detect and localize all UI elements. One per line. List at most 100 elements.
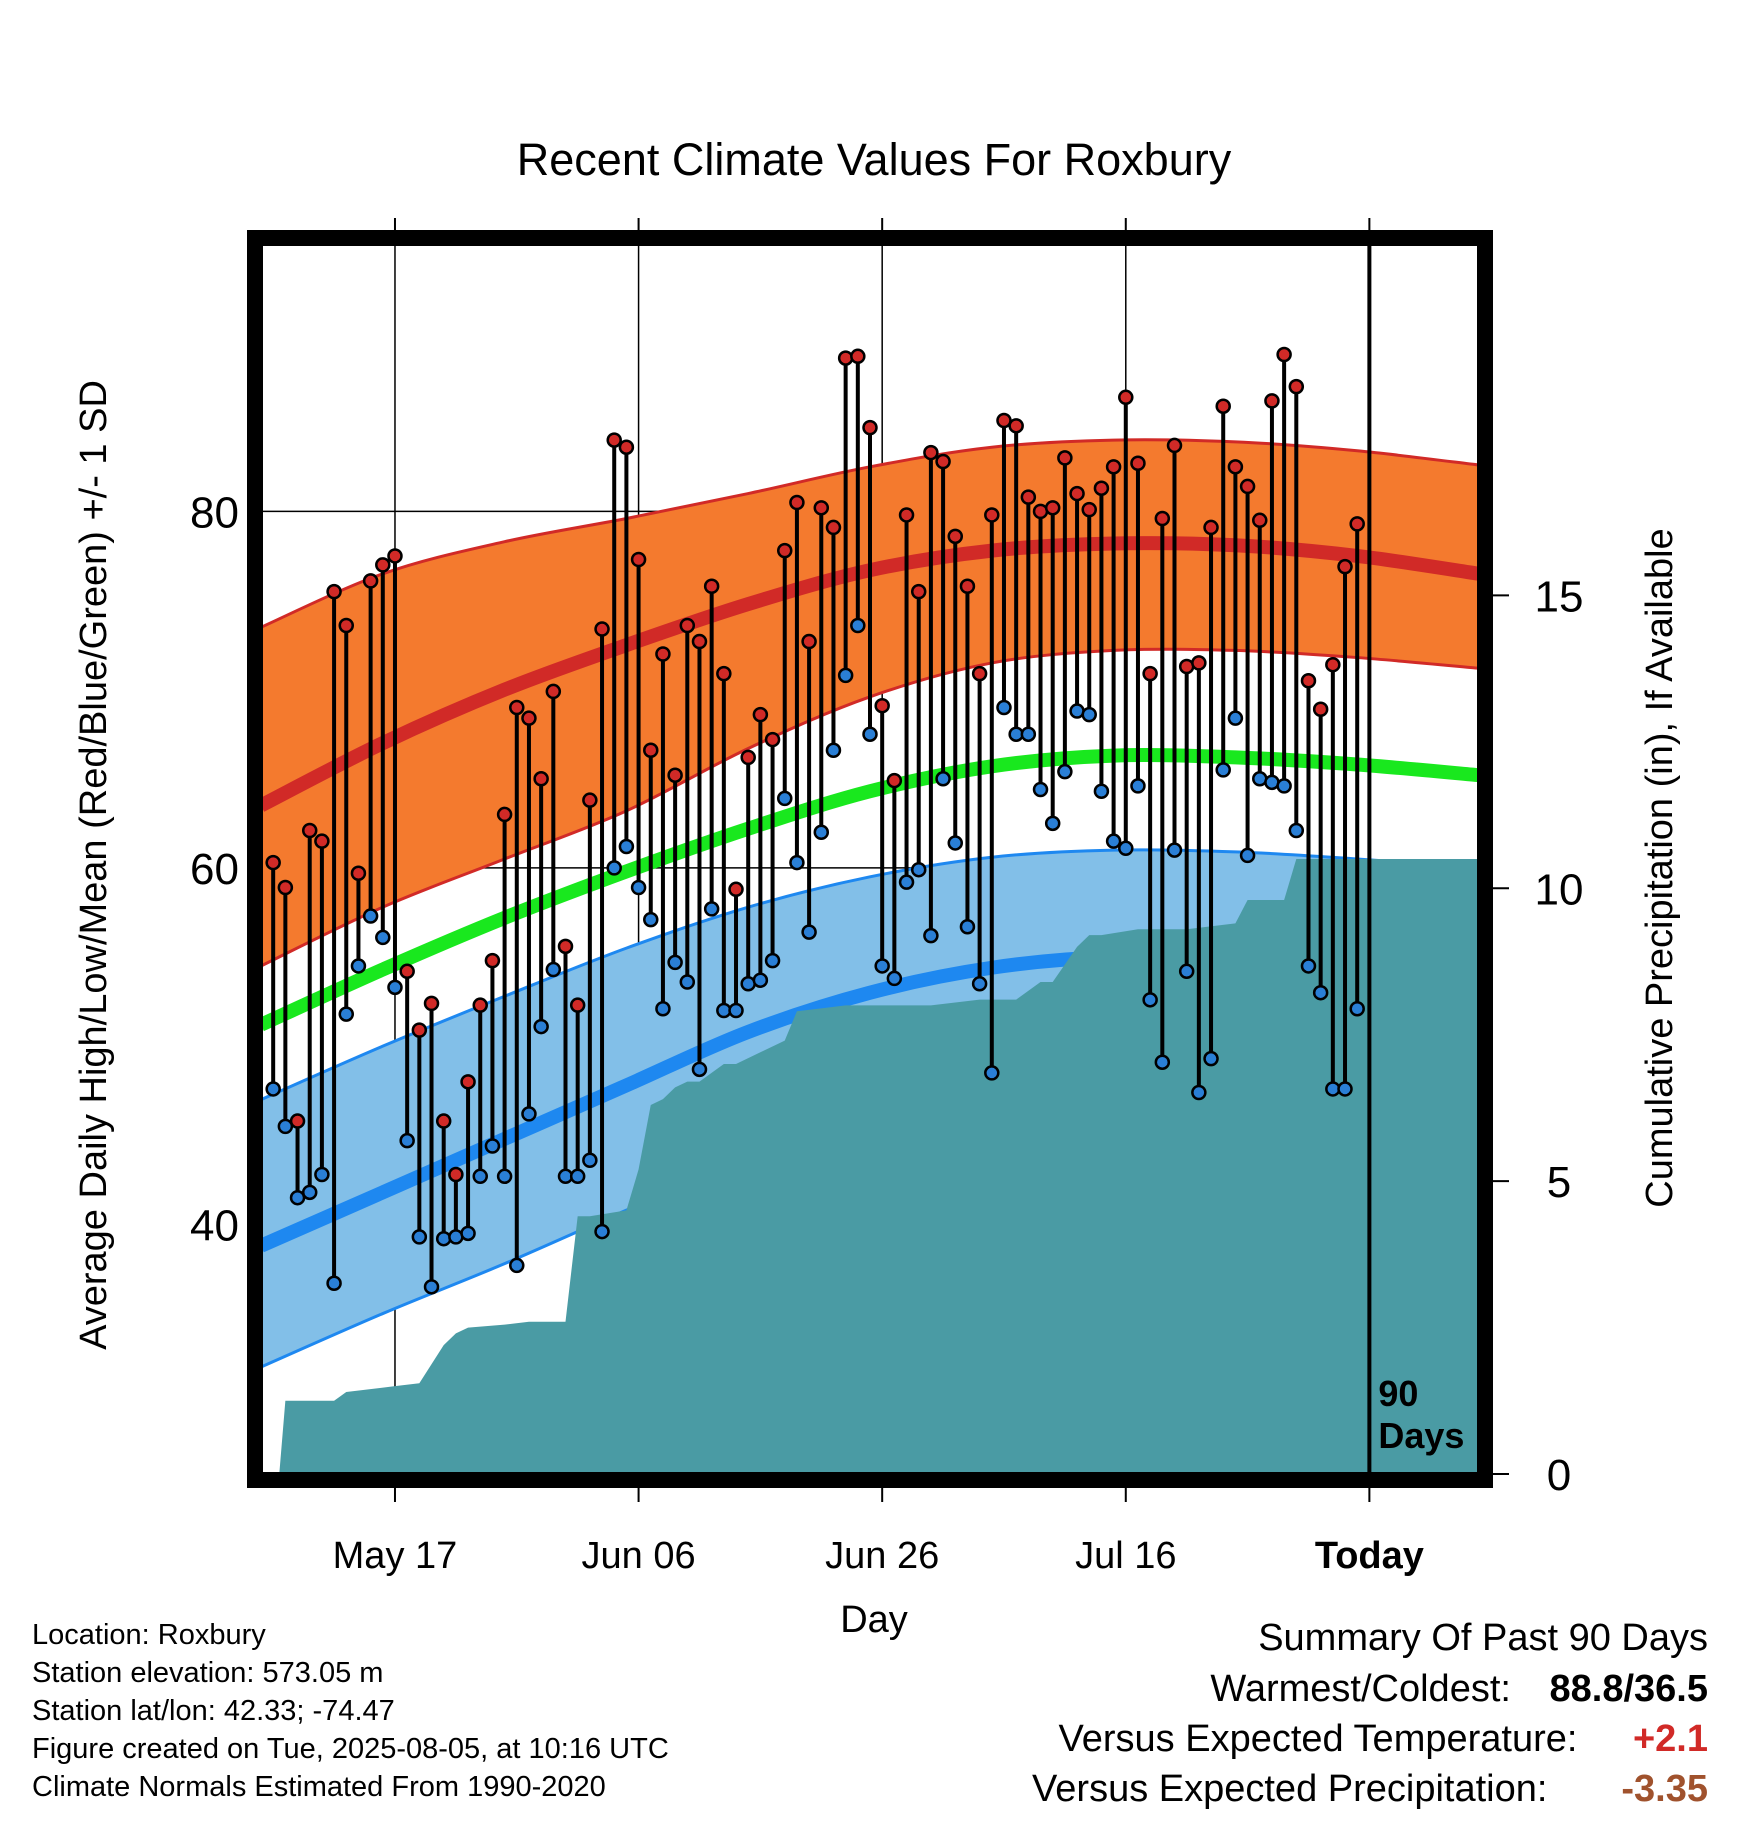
daily-low-point <box>1154 1054 1171 1070</box>
precip-anomaly-value: -3.35 <box>1621 1768 1708 1810</box>
daily-low-point <box>399 1132 415 1149</box>
daily-low-point <box>850 617 866 634</box>
daily-high-point <box>606 432 622 448</box>
daily-low-point <box>886 970 903 987</box>
daily-high-point <box>923 444 939 461</box>
daily-high-point <box>1215 398 1231 414</box>
daily-low-point <box>1057 763 1073 780</box>
precip-anomaly-label: Versus Expected Precipitation: <box>1032 1768 1548 1810</box>
daily-high-point <box>1337 558 1353 575</box>
summary-panel: Summary Of Past 90 Days Warmest/Coldest:… <box>1032 1612 1708 1814</box>
y2-tick-label: 0 <box>1547 1451 1571 1500</box>
daily-low-point <box>411 1229 428 1245</box>
daily-low-point <box>959 918 976 935</box>
daily-high-point <box>959 578 976 595</box>
daily-low-point <box>923 927 939 944</box>
x-tick-label: Jun 06 <box>582 1535 696 1577</box>
daily-low-point <box>667 954 683 971</box>
normals-text: Climate Normals Estimated From 1990-2020 <box>32 1771 606 1803</box>
daily-low-point <box>521 1106 537 1122</box>
daily-low-point <box>1178 963 1195 980</box>
daily-low-point <box>509 1257 525 1274</box>
daily-low-point <box>630 879 647 896</box>
daily-low-point <box>691 1061 708 1078</box>
daily-high-point <box>776 542 793 559</box>
daily-high-point <box>947 528 964 545</box>
daily-high-point <box>265 854 281 871</box>
daily-low-point <box>423 1279 440 1295</box>
daily-low-point <box>1276 778 1292 794</box>
daily-high-point <box>862 419 878 436</box>
daily-low-point <box>1215 762 1231 778</box>
daily-low-point <box>375 929 391 946</box>
created-text: Figure created on Tue, 2025-08-05, at 10… <box>32 1733 669 1765</box>
precip-anomaly-row: Versus Expected Precipitation: -3.35 <box>1032 1764 1708 1814</box>
daily-low-point <box>764 952 781 969</box>
daily-high-point <box>1300 672 1317 689</box>
y2-axis-label: Cumulative Precipitation (in), If Availa… <box>1639 528 1681 1207</box>
daily-high-point <box>935 453 951 470</box>
daily-low-point <box>728 1002 744 1019</box>
daily-low-point <box>655 1000 671 1017</box>
daily-low-point <box>935 771 951 787</box>
daily-low-point <box>1288 822 1305 839</box>
daily-high-point <box>874 697 890 714</box>
daily-high-point <box>886 772 903 789</box>
daily-high-point <box>326 583 342 600</box>
daily-low-point <box>874 958 890 974</box>
temp-anomaly-value: +2.1 <box>1632 1718 1708 1760</box>
daily-low-point <box>813 824 830 841</box>
daily-low-point <box>837 667 854 684</box>
daily-low-point <box>862 726 878 742</box>
daily-high-point <box>375 557 391 573</box>
daily-low-point <box>1105 833 1122 849</box>
daily-high-point <box>411 1022 428 1038</box>
daily-low-point <box>496 1168 513 1185</box>
daily-high-point <box>1227 459 1244 475</box>
daily-low-point <box>898 874 915 890</box>
daily-low-point <box>703 901 720 917</box>
y2-tick-label: 10 <box>1535 865 1584 914</box>
daily-low-point <box>1130 778 1146 794</box>
location-text: Location: Roxbury <box>32 1619 266 1651</box>
daily-low-point <box>484 1138 501 1154</box>
daily-high-point <box>289 1113 306 1129</box>
daily-high-point <box>1008 418 1024 434</box>
daily-high-point <box>667 767 683 783</box>
daily-low-point <box>1020 726 1037 742</box>
daily-high-point <box>1069 485 1085 502</box>
daily-low-point <box>301 1184 318 1201</box>
daily-low-point <box>752 972 769 988</box>
daily-low-point <box>338 1006 355 1022</box>
daily-low-point <box>314 1166 330 1183</box>
today-days-label-unit: Days <box>1378 1415 1464 1456</box>
daily-low-point <box>1093 783 1110 800</box>
latlon-text: Station lat/lon: 42.33; -74.47 <box>32 1695 395 1727</box>
daily-low-point <box>435 1230 452 1247</box>
daily-low-point <box>1239 847 1256 864</box>
daily-low-point <box>472 1168 488 1185</box>
daily-low-point <box>1203 1050 1219 1067</box>
daily-high-point <box>1252 512 1268 529</box>
daily-high-point <box>1044 500 1061 516</box>
elevation-text: Station elevation: 573.05 m <box>32 1657 384 1689</box>
daily-high-point <box>996 412 1012 429</box>
summary-title: Summary Of Past 90 Days <box>1258 1617 1708 1659</box>
daily-high-point <box>971 665 988 682</box>
daily-high-point <box>399 963 415 980</box>
daily-high-point <box>594 621 610 637</box>
plot-frame <box>247 230 1493 1488</box>
daily-high-point <box>484 952 501 969</box>
station-info: Location: Roxbury Station elevation: 573… <box>32 1616 669 1806</box>
x-axis-label: Day <box>840 1599 908 1641</box>
daily-low-point <box>679 974 696 990</box>
daily-high-point <box>984 507 1000 523</box>
daily-high-point <box>1093 480 1110 496</box>
daily-high-point <box>703 578 720 595</box>
daily-low-point <box>1142 992 1158 1008</box>
x-tick-label: Jul 16 <box>1075 1535 1176 1577</box>
daily-low-point <box>582 1152 598 1169</box>
warmest-coldest-row: Warmest/Coldest: 88.8/36.5 <box>1032 1664 1708 1714</box>
daily-high-point <box>521 710 537 726</box>
